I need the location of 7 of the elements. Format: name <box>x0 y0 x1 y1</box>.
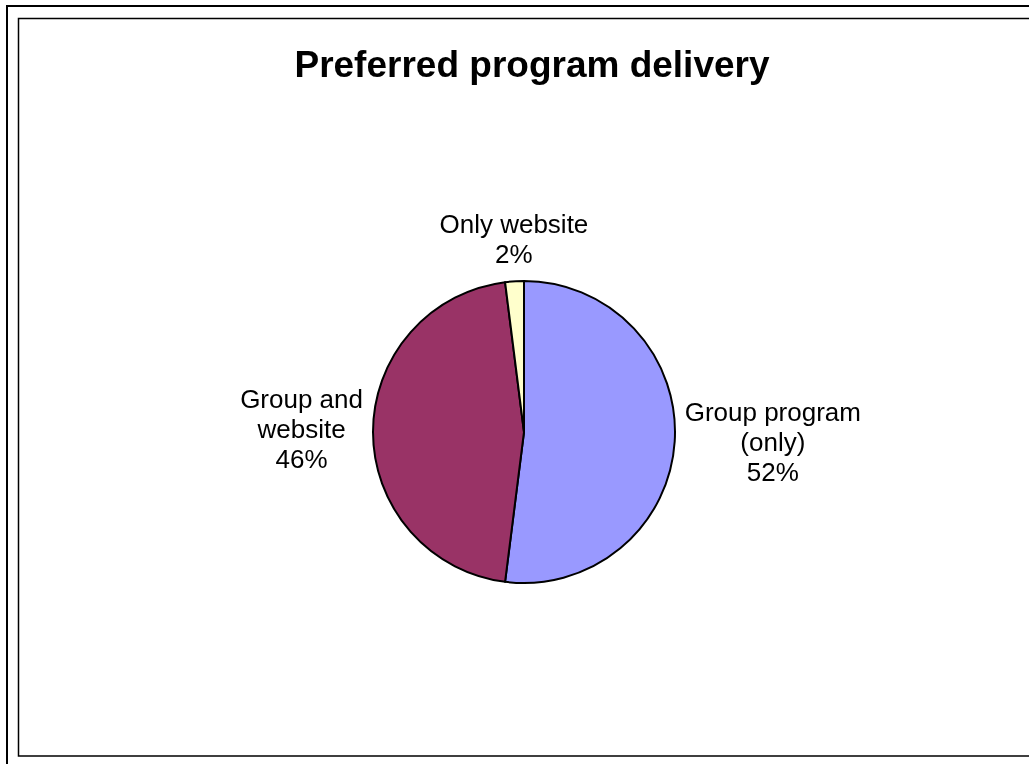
data-label: 52% <box>746 457 799 488</box>
data-label: 2% <box>495 238 533 269</box>
chart-title: Preferred program delivery <box>294 44 770 85</box>
slice-label: Group and website <box>240 384 363 445</box>
slice-label: Only website <box>439 208 589 239</box>
data-label: 46% <box>275 444 328 475</box>
slice-label: Group program (only) <box>684 397 861 458</box>
